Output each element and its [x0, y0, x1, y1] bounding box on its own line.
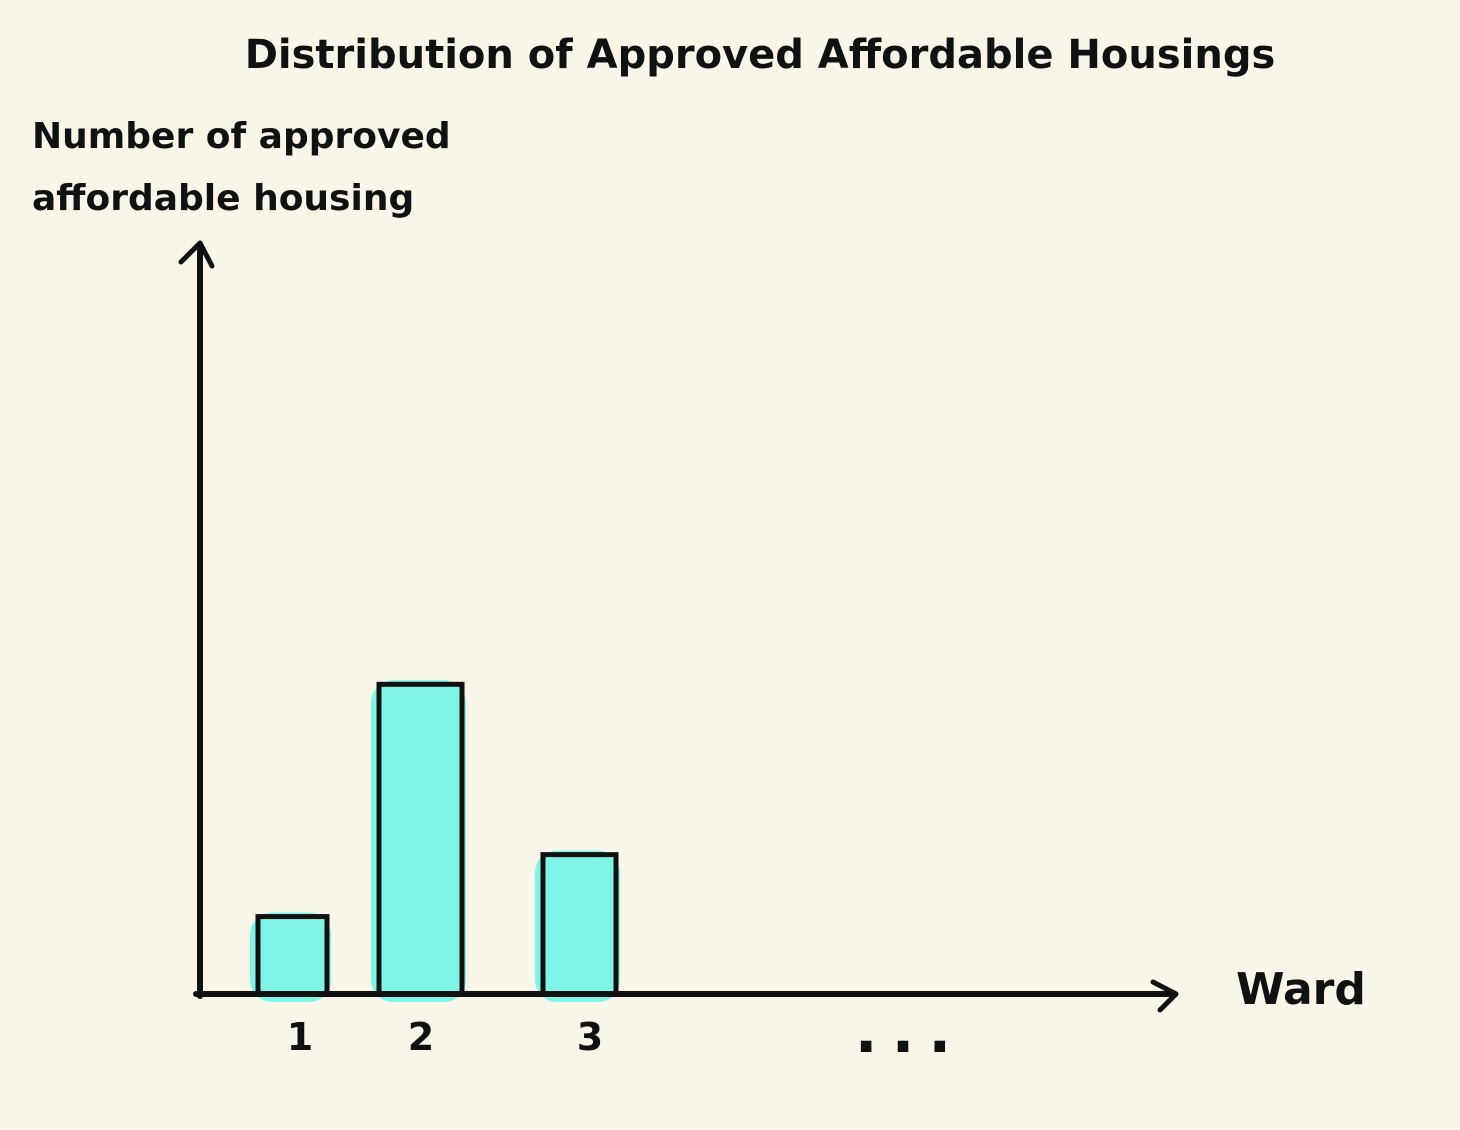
- x-axis-arrowhead: [1150, 979, 1179, 1013]
- y-axis-arrowhead: [178, 240, 215, 269]
- bars: [250, 680, 620, 1002]
- x-tick-label-3: 3: [577, 1015, 603, 1059]
- y-axis-label-line-1: Number of approved: [32, 116, 451, 157]
- x-tick-label-1: 1: [287, 1015, 313, 1059]
- bar-fill-2: [371, 680, 466, 1002]
- x-tick-label-2: 2: [408, 1015, 434, 1059]
- x-tick-labels: 1 2 3: [287, 1015, 603, 1059]
- x-axis-label: Ward: [1236, 964, 1366, 1015]
- bar-fill-3: [535, 850, 620, 1002]
- x-tick-ellipsis: ...: [855, 997, 965, 1067]
- bar-fill-1: [250, 912, 331, 1002]
- chart-title: Distribution of Approved Affordable Hous…: [245, 32, 1276, 78]
- y-axis-label-line-2: affordable housing: [32, 178, 414, 219]
